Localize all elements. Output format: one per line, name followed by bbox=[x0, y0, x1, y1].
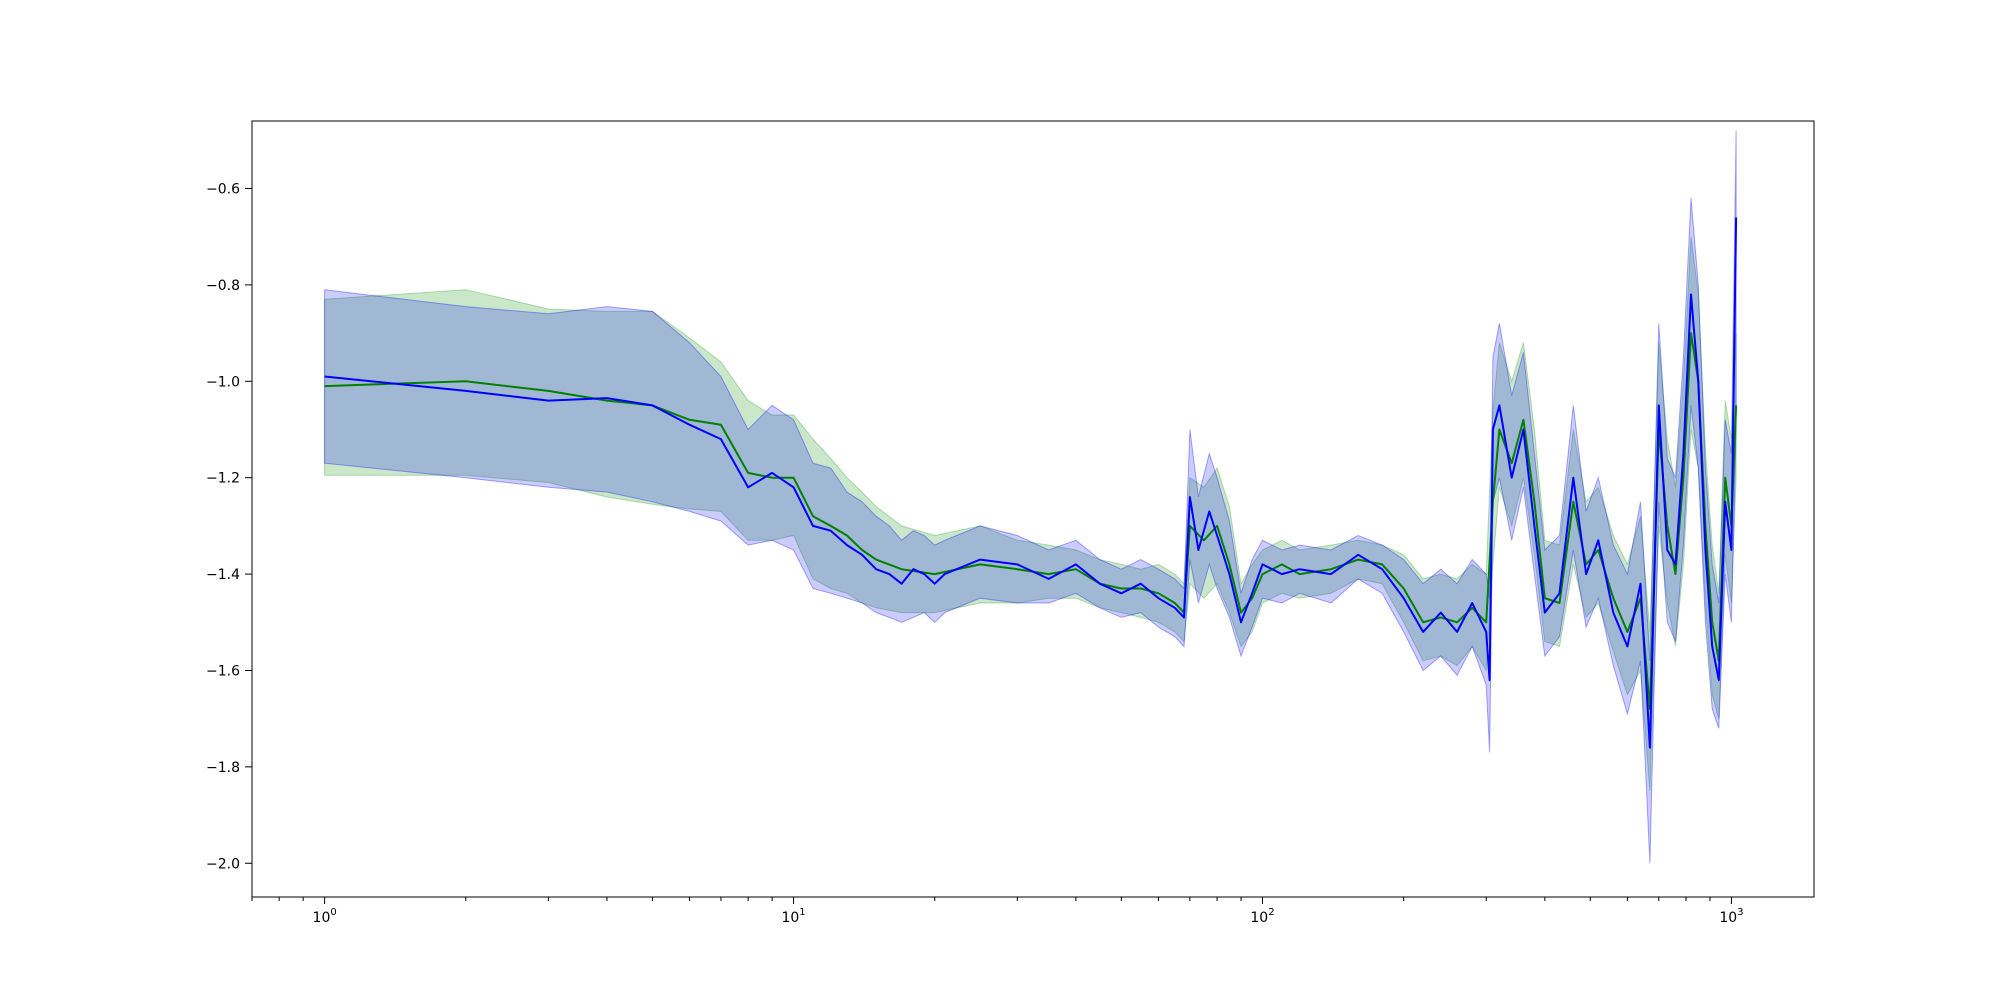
x-tick-label: 103 bbox=[1719, 907, 1743, 926]
y-tick-label: −1.4 bbox=[206, 567, 240, 583]
confidence-bands bbox=[324, 130, 1737, 864]
plot-frame bbox=[251, 120, 1815, 898]
x-tick-label: 101 bbox=[781, 907, 805, 926]
y-tick-label: −1.2 bbox=[206, 471, 240, 487]
x-tick-label: 100 bbox=[313, 907, 337, 926]
x-tick-label: 102 bbox=[1250, 907, 1274, 926]
y-tick-label: −0.6 bbox=[206, 181, 240, 197]
y-axis: −0.6 −0.8 −1.0 −1.2 −1.4 −1.6 −1.8 −2.0 bbox=[206, 181, 252, 872]
y-tick-label: −1.8 bbox=[206, 760, 240, 776]
series-lines bbox=[324, 217, 1738, 749]
y-tick-label: −1.6 bbox=[206, 663, 240, 679]
y-tick-label: −2.0 bbox=[206, 856, 240, 872]
y-tick-label: −0.8 bbox=[206, 278, 240, 294]
series-1-band bbox=[324, 236, 1737, 792]
series-2-band bbox=[324, 130, 1737, 864]
x-axis: 100 101 102 103 bbox=[251, 897, 1744, 926]
y-tick-label: −1.0 bbox=[206, 374, 240, 390]
series-2-line bbox=[324, 217, 1738, 749]
